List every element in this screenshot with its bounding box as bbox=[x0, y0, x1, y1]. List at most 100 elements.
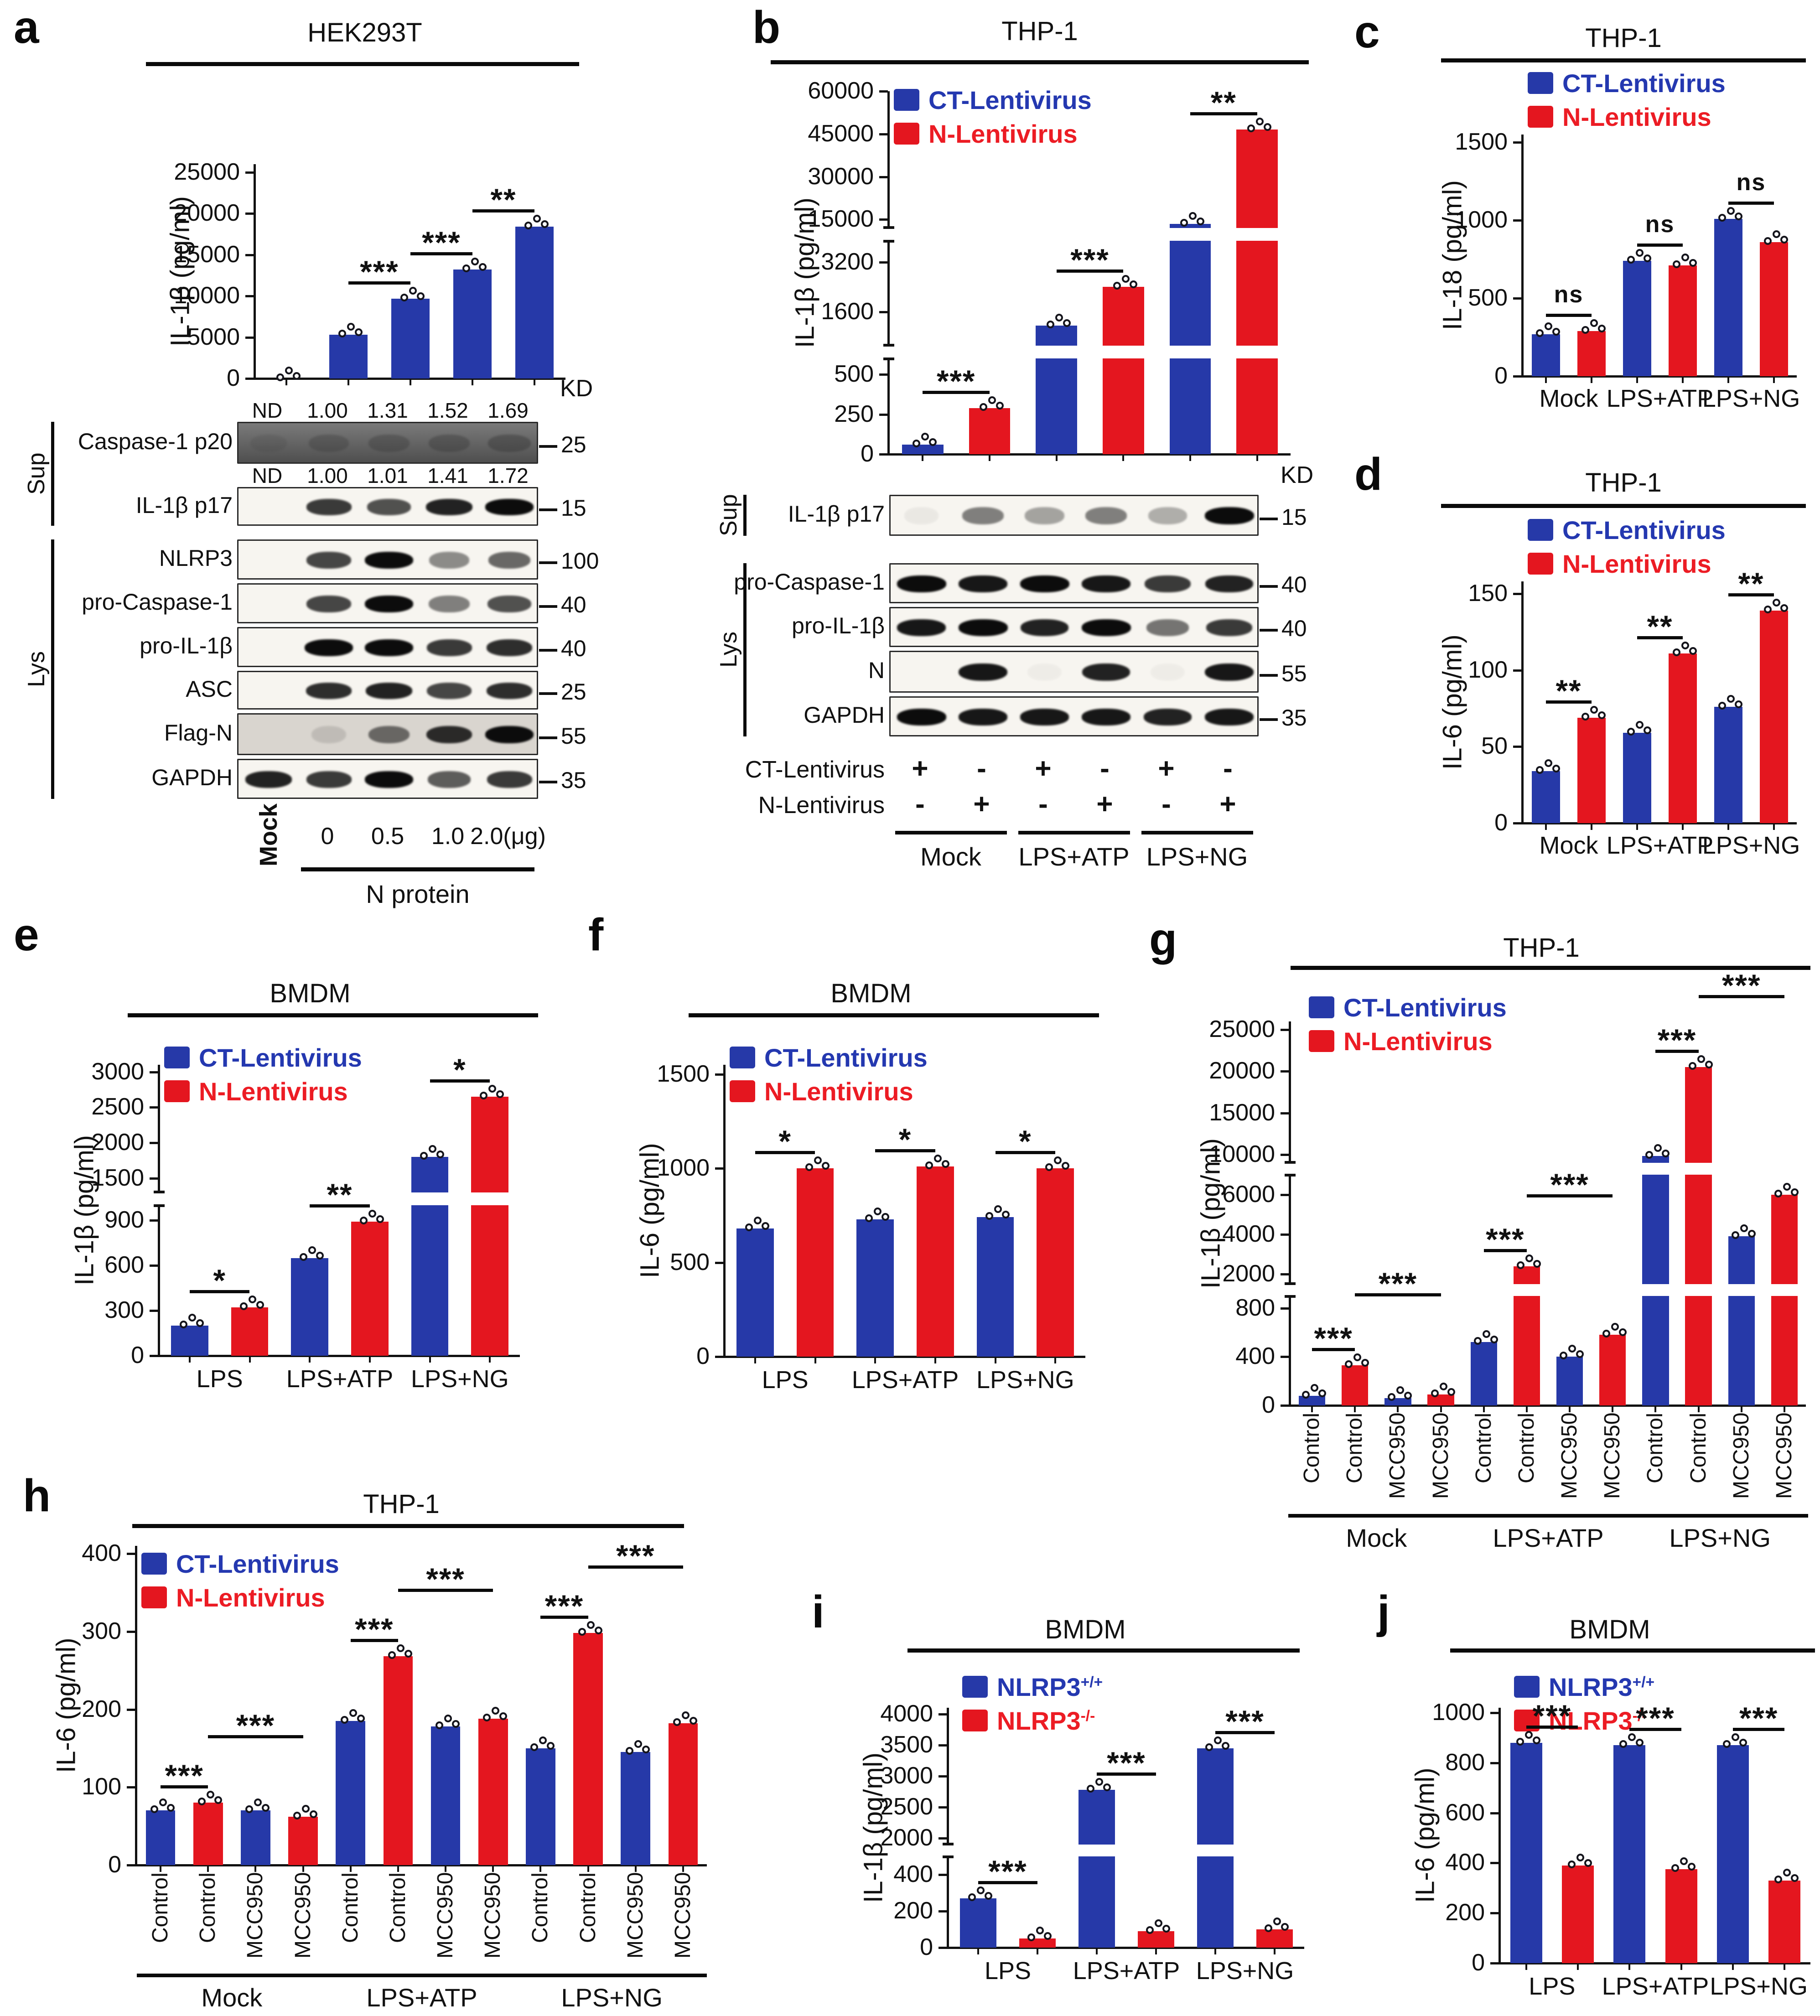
y-tick-label: 1000 bbox=[1432, 1699, 1485, 1726]
y-tick-label: 400 bbox=[893, 1861, 933, 1887]
data-point-dot bbox=[300, 1253, 308, 1261]
x-bar-label: MCC950 bbox=[243, 1872, 268, 1959]
x-group-underline bbox=[1460, 1514, 1637, 1518]
data-point-dot bbox=[1681, 641, 1689, 649]
significance-label: *** bbox=[422, 225, 461, 260]
data-point-dot bbox=[376, 1215, 384, 1223]
x-group-underline bbox=[1288, 1514, 1465, 1518]
blot-band bbox=[1151, 663, 1185, 681]
data-point-dot bbox=[530, 1743, 539, 1751]
y-axis-tick bbox=[1281, 1153, 1289, 1156]
x-bar-label: Control bbox=[1643, 1413, 1668, 1483]
significance-line bbox=[875, 1149, 935, 1152]
significance-label: *** bbox=[1657, 1023, 1697, 1058]
y-axis-label: IL-1β (pg/ml) bbox=[1196, 1138, 1226, 1289]
y-axis-tick bbox=[245, 295, 254, 298]
blot-band bbox=[311, 726, 347, 744]
blot-band bbox=[1082, 575, 1130, 592]
data-point-dot bbox=[167, 1804, 175, 1812]
x-group-label: LPS+NG bbox=[976, 1366, 1074, 1394]
bar bbox=[471, 1205, 508, 1356]
data-point-dot bbox=[338, 330, 346, 338]
data-point-dot bbox=[1046, 321, 1054, 329]
x-bar-label: MCC950 bbox=[1772, 1413, 1796, 1499]
blot-band bbox=[1146, 619, 1189, 636]
significance-line bbox=[540, 1616, 588, 1619]
mw-marker-label: 15 bbox=[1281, 504, 1307, 530]
x-group-label: LPS bbox=[1529, 1973, 1576, 2000]
y-tick-label: 100 bbox=[1468, 656, 1508, 683]
x-axis-tick bbox=[1440, 1406, 1442, 1412]
y-tick-label: 300 bbox=[82, 1617, 121, 1644]
data-point-dot bbox=[865, 1214, 873, 1222]
legend-sup: -/- bbox=[1080, 1707, 1095, 1725]
y-tick-label: 150 bbox=[1468, 580, 1508, 606]
y-tick-label: 800 bbox=[1445, 1749, 1485, 1776]
significance-label: *** bbox=[1636, 1701, 1675, 1736]
data-point-dot bbox=[1735, 700, 1742, 709]
condition-row-label: CT-Lentivirus bbox=[745, 757, 885, 783]
significance-label: * bbox=[1019, 1124, 1032, 1159]
y-tick-label: 2000 bbox=[1222, 1260, 1275, 1287]
data-point-dot bbox=[1791, 1874, 1799, 1882]
data-point-dot bbox=[436, 1151, 444, 1159]
x-group-label: LPS+NG bbox=[1196, 1957, 1294, 1985]
significance-label: *** bbox=[1532, 1698, 1572, 1733]
lane-label-mock: Mock bbox=[255, 803, 282, 867]
mw-marker-line bbox=[539, 508, 557, 511]
significance-label: *** bbox=[165, 1758, 204, 1793]
fraction-bracket-label: Sup bbox=[716, 494, 742, 537]
y-tick-label: 1000 bbox=[1455, 207, 1508, 233]
data-point-dot bbox=[1525, 1254, 1533, 1262]
significance-label: *** bbox=[1722, 968, 1761, 1003]
y-axis-tick bbox=[879, 311, 888, 313]
data-point-dot bbox=[428, 1145, 436, 1153]
band-ratio-value: 1.52 bbox=[427, 399, 468, 422]
bar bbox=[391, 298, 430, 378]
bar bbox=[1728, 1296, 1755, 1405]
bar bbox=[1642, 1296, 1669, 1405]
x-axis-tick bbox=[1612, 1406, 1614, 1412]
panel-i: i BMDM NLRP3+/+ NLRP3-/- 0 200 400 2000 2500 3000… bbox=[766, 1564, 1332, 2013]
y-tick-label: 0 bbox=[1262, 1392, 1275, 1418]
bar bbox=[1513, 1296, 1540, 1405]
significance-line bbox=[1056, 269, 1124, 273]
legend-swatch-blue bbox=[141, 1553, 167, 1575]
blot-row-label: Flag-N bbox=[164, 720, 233, 746]
x-axis-tick bbox=[1055, 455, 1058, 461]
blot-band bbox=[488, 434, 531, 452]
bar bbox=[1197, 1856, 1234, 1948]
significance-line bbox=[1483, 1249, 1527, 1252]
y-axis-label: IL-6 (pg/ml) bbox=[51, 1638, 81, 1773]
blot-band bbox=[306, 498, 352, 515]
data-point-dot bbox=[1552, 327, 1560, 336]
legend-label: CT-Lentivirus bbox=[176, 1550, 339, 1578]
data-point-dot bbox=[1636, 249, 1644, 257]
blot-row-label: pro-IL-1β bbox=[140, 633, 233, 658]
legend-sup: -/- bbox=[1632, 1707, 1647, 1725]
y-axis-tick bbox=[1513, 219, 1522, 222]
x-axis-tick bbox=[989, 455, 990, 461]
axis-break-cap bbox=[943, 1855, 954, 1858]
data-point-dot bbox=[1584, 1859, 1592, 1867]
data-point-dot bbox=[539, 1736, 547, 1744]
bar bbox=[1510, 1742, 1542, 1963]
blot-band bbox=[428, 434, 470, 452]
significance-line bbox=[310, 1204, 370, 1208]
y-axis-tick bbox=[1490, 1862, 1499, 1865]
significance-line bbox=[410, 252, 472, 256]
chart-title: BMDM bbox=[1045, 1615, 1126, 1644]
bar bbox=[1137, 1931, 1175, 1948]
data-point-dot bbox=[349, 1709, 357, 1717]
band-ratio-value: 1.01 bbox=[367, 464, 408, 487]
data-point-dot bbox=[1590, 705, 1598, 714]
data-point-dot bbox=[1611, 1323, 1619, 1331]
y-axis-line bbox=[135, 1546, 137, 1865]
mw-marker-label: 100 bbox=[561, 548, 599, 574]
y-tick-label: 900 bbox=[104, 1207, 144, 1233]
x-axis-line bbox=[1499, 1962, 1810, 1964]
y-tick-label: 400 bbox=[1445, 1849, 1485, 1876]
data-point-dot bbox=[1645, 1151, 1654, 1159]
data-point-dot bbox=[541, 220, 549, 228]
mw-marker-label: 40 bbox=[1281, 616, 1307, 642]
